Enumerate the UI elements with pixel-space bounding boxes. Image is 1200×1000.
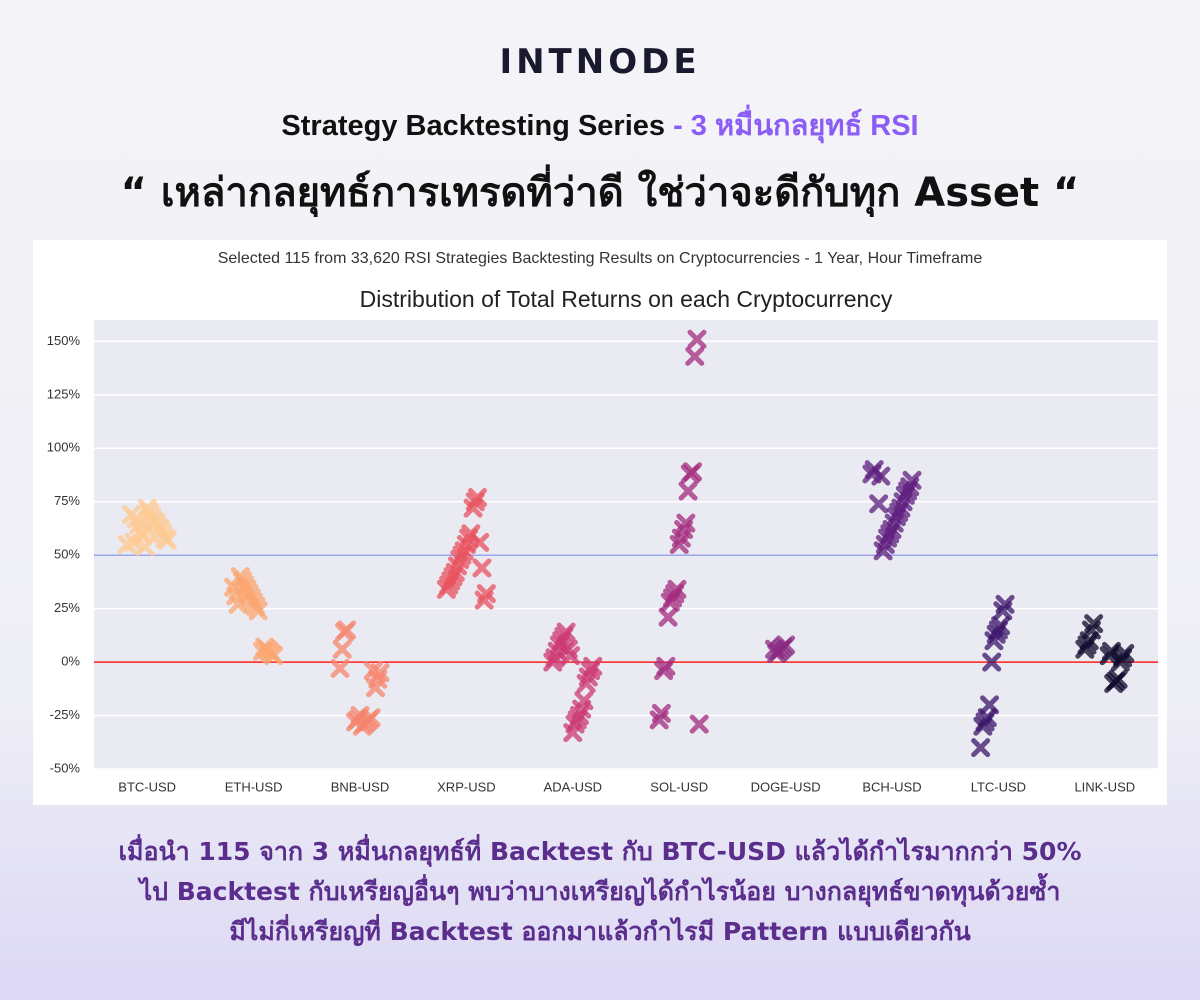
point <box>984 631 1004 651</box>
point <box>687 329 707 349</box>
point <box>764 639 784 659</box>
point <box>470 532 490 552</box>
point <box>1075 639 1095 659</box>
point <box>982 652 1002 672</box>
point <box>689 714 709 734</box>
footer: เมื่อนำ 115 จาก 3 หมื่นกลยุทธ์ที่ Backte… <box>0 832 1200 952</box>
x-tick-label: DOGE-USD <box>751 779 821 794</box>
point <box>678 481 698 501</box>
point <box>971 738 991 758</box>
point <box>474 590 494 610</box>
x-tick-label: BCH-USD <box>862 779 921 794</box>
point <box>224 577 244 597</box>
point <box>366 678 386 698</box>
y-tick-label: 25% <box>54 600 80 615</box>
footer-line: เมื่อนำ 115 จาก 3 หมื่นกลยุทธ์ที่ Backte… <box>118 837 1082 866</box>
point <box>346 712 366 732</box>
point <box>463 498 483 518</box>
point <box>869 494 889 514</box>
point <box>1099 646 1119 666</box>
point <box>543 652 563 672</box>
point <box>363 661 383 681</box>
point <box>334 622 354 642</box>
point <box>871 466 891 486</box>
point <box>124 532 144 552</box>
point <box>649 710 669 730</box>
point <box>873 541 893 561</box>
point <box>332 639 352 659</box>
x-tick-label: LTC-USD <box>971 779 1026 794</box>
point <box>558 639 578 659</box>
y-tick-label: -50% <box>50 760 81 775</box>
point <box>576 673 596 693</box>
point <box>122 505 142 525</box>
y-tick-label: 100% <box>47 440 81 455</box>
x-tick-label: ADA-USD <box>544 779 603 794</box>
quote: “ เหล่ากลยุทธ์การเทรดที่ว่าดี ใช่ว่าจะดี… <box>120 170 1080 216</box>
point <box>660 592 680 612</box>
series-title: Strategy Backtesting Series <box>281 110 666 142</box>
x-tick-label: BTC-USD <box>118 779 176 794</box>
y-tick-label: 0% <box>61 654 80 669</box>
chart-subtitle: Selected 115 from 33,620 RSI Strategies … <box>218 250 983 267</box>
y-tick-label: 50% <box>54 547 80 562</box>
plot-area <box>94 320 1158 769</box>
point <box>973 716 993 736</box>
chart-title: Distribution of Total Returns on each Cr… <box>360 286 893 312</box>
point <box>230 567 250 587</box>
x-tick-label: ETH-USD <box>225 779 283 794</box>
logo: INTNODE <box>499 42 701 82</box>
footer-line: มีไม่กี่เหรียญที่ Backtest ออกมาแล้วกำไร… <box>229 917 971 946</box>
point <box>685 346 705 366</box>
y-tick-label: 150% <box>47 333 81 348</box>
x-tick-label: SOL-USD <box>650 779 708 794</box>
point <box>654 661 674 681</box>
series-subtitle: - 3 หมื่นกลยุทธ์ RSI <box>673 110 919 142</box>
point <box>669 535 689 554</box>
point <box>680 464 700 484</box>
point <box>563 723 583 743</box>
footer-line: ไป Backtest กับเหรียญอื่นๆ พบว่าบางเหรีย… <box>139 877 1061 906</box>
x-tick-label: LINK-USD <box>1074 779 1135 794</box>
point <box>658 607 678 627</box>
point <box>436 579 456 599</box>
y-tick-label: 125% <box>47 386 81 401</box>
y-tick-label: 75% <box>54 493 80 508</box>
x-tick-label: XRP-USD <box>437 779 496 794</box>
point <box>252 641 272 661</box>
x-tick-label: BNB-USD <box>331 779 390 794</box>
y-tick-label: -25% <box>50 707 81 722</box>
point <box>993 601 1013 621</box>
point <box>472 558 492 578</box>
point <box>1104 673 1124 693</box>
series-heading: Strategy Backtesting Series - 3 หมื่นกลย… <box>0 102 1200 148</box>
point <box>330 659 350 679</box>
